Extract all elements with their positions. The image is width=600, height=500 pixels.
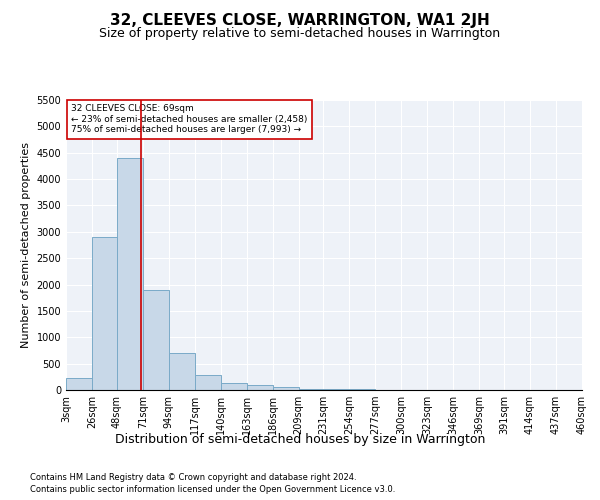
- Text: Contains public sector information licensed under the Open Government Licence v3: Contains public sector information licen…: [30, 485, 395, 494]
- Bar: [247, 386, 272, 390]
- Bar: [299, 389, 323, 390]
- Bar: [92, 237, 117, 390]
- Bar: [66, 378, 92, 390]
- Text: 32 CLEEVES CLOSE: 69sqm
← 23% of semi-detached houses are smaller (2,458)
75% of: 32 CLEEVES CLOSE: 69sqm ← 23% of semi-de…: [71, 104, 308, 134]
- Bar: [272, 387, 299, 390]
- Bar: [323, 389, 349, 390]
- Text: 32, CLEEVES CLOSE, WARRINGTON, WA1 2JH: 32, CLEEVES CLOSE, WARRINGTON, WA1 2JH: [110, 12, 490, 28]
- Text: Contains HM Land Registry data © Crown copyright and database right 2024.: Contains HM Land Registry data © Crown c…: [30, 472, 356, 482]
- Text: Distribution of semi-detached houses by size in Warrington: Distribution of semi-detached houses by …: [115, 432, 485, 446]
- Bar: [117, 158, 143, 390]
- Bar: [143, 290, 169, 390]
- Text: Size of property relative to semi-detached houses in Warrington: Size of property relative to semi-detach…: [100, 28, 500, 40]
- Bar: [221, 383, 247, 390]
- Bar: [169, 353, 195, 390]
- Bar: [195, 374, 221, 390]
- Y-axis label: Number of semi-detached properties: Number of semi-detached properties: [21, 142, 31, 348]
